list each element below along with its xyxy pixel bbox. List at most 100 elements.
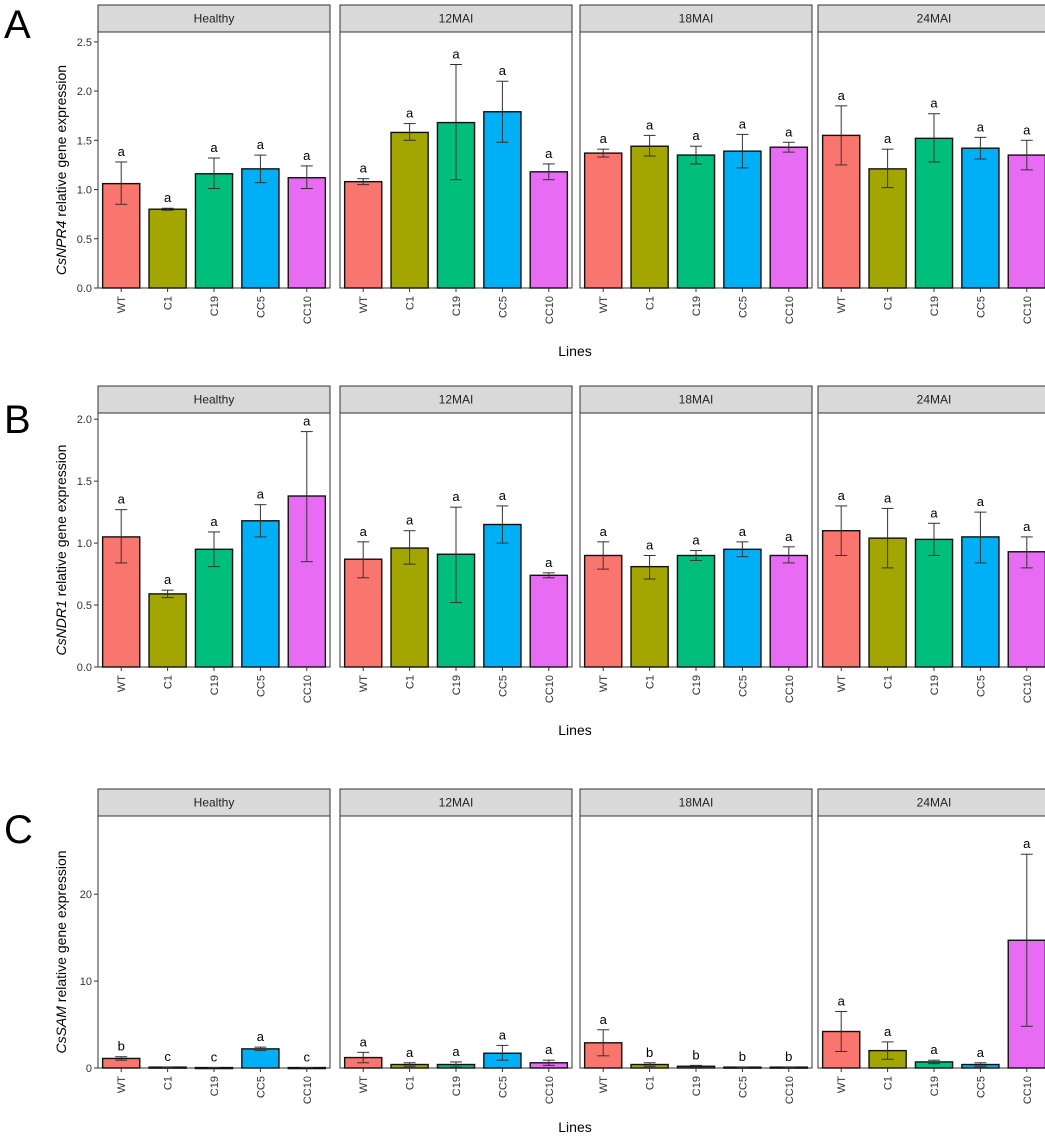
sig-label-WT: a bbox=[838, 488, 846, 503]
chart-panel-B: B 0.0 0.5 1.0 1.5 2.0 CsNDR1 relative gene exp… bbox=[4, 385, 1045, 738]
facet-strip-label: Healthy bbox=[194, 796, 235, 810]
bar-WT bbox=[583, 554, 623, 668]
sig-label-WT: b bbox=[118, 1039, 125, 1054]
y-axis-title-rest: relative gene expression bbox=[53, 65, 69, 221]
bar-WT bbox=[343, 180, 383, 289]
facet-strip-label: 12MAI bbox=[439, 12, 474, 26]
x-tick-label-C19: C19 bbox=[209, 675, 221, 695]
facet-strip bbox=[579, 788, 813, 817]
x-tick-label-C19: C19 bbox=[691, 296, 703, 316]
y-tick-label: 1.0 bbox=[77, 538, 92, 550]
x-tick-label-CC5: CC5 bbox=[255, 675, 267, 697]
x-tick-label-WT: WT bbox=[358, 1076, 370, 1093]
y-axis-title-gene: CsSAM bbox=[53, 1006, 69, 1054]
bar-C1 bbox=[390, 131, 429, 289]
sig-label-WT: a bbox=[600, 1012, 608, 1027]
facet-strip bbox=[579, 4, 813, 33]
facet-strip-label: 24MAI bbox=[917, 796, 952, 810]
chart-panel-C: C 0 10 20 CsSAM relative gene expression Line… bbox=[4, 788, 1045, 1135]
panel-label-C: C bbox=[4, 808, 33, 852]
y-axis-title-gene: CsNDR1 bbox=[53, 600, 69, 655]
y-axis-title-gene: CsNPR4 bbox=[53, 220, 69, 275]
x-tick-label-CC5: CC5 bbox=[737, 675, 749, 697]
sig-label-CC5: a bbox=[257, 1029, 265, 1044]
sig-label-CC5: a bbox=[499, 1027, 507, 1042]
x-tick-label-WT: WT bbox=[116, 296, 128, 313]
sig-label-CC10: a bbox=[545, 1042, 553, 1057]
bar-C1 bbox=[390, 547, 429, 668]
x-tick-label-C1: C1 bbox=[163, 675, 175, 689]
sig-label-C19: a bbox=[452, 1044, 460, 1059]
bar-CC10 bbox=[769, 146, 809, 289]
x-tick-label-C19: C19 bbox=[929, 675, 941, 695]
facet-12MAI: 12MAI a WT a C1 a C19 a CC5 a CC10 bbox=[339, 788, 573, 1104]
x-tick-label-CC5: CC5 bbox=[737, 296, 749, 318]
sig-label-WT: a bbox=[360, 1034, 368, 1049]
sig-label-CC5: a bbox=[499, 488, 507, 503]
x-tick-label-C1: C1 bbox=[405, 296, 417, 310]
bar-CC10 bbox=[529, 574, 569, 668]
x-tick-label-C19: C19 bbox=[451, 675, 463, 695]
facet-plot-area bbox=[579, 815, 813, 1069]
sig-label-C1: a bbox=[164, 572, 172, 587]
sig-label-CC10: a bbox=[545, 555, 553, 570]
sig-label-CC5: a bbox=[977, 1045, 985, 1060]
sig-label-CC10: b bbox=[785, 1049, 792, 1064]
facet-plot-area bbox=[339, 815, 573, 1069]
facet-strip bbox=[339, 788, 573, 817]
y-tick-label: 1.5 bbox=[77, 135, 92, 147]
x-tick-label-CC5: CC5 bbox=[737, 1076, 749, 1098]
facet-strip-label: 18MAI bbox=[679, 12, 714, 26]
sig-label-C1: a bbox=[164, 190, 172, 205]
sig-label-C1: c bbox=[164, 1049, 171, 1064]
sig-label-CC10: a bbox=[303, 414, 311, 429]
sig-label-C19: a bbox=[692, 128, 700, 143]
sig-label-CC10: c bbox=[304, 1050, 311, 1065]
facet-strip bbox=[97, 385, 331, 414]
bar-CC5 bbox=[241, 1048, 280, 1069]
sig-label-C19: a bbox=[930, 505, 938, 520]
x-tick-label-WT: WT bbox=[116, 675, 128, 692]
x-tick-label-C1: C1 bbox=[883, 296, 895, 310]
y-tick-label: 2.0 bbox=[77, 86, 92, 98]
bar-CC10 bbox=[287, 177, 327, 289]
y-axis-title-rest: relative gene expression bbox=[53, 445, 69, 601]
x-tick-label-CC10: CC10 bbox=[302, 675, 314, 703]
sig-label-CC5: b bbox=[739, 1049, 746, 1064]
facet-strip-label: Healthy bbox=[194, 12, 235, 26]
bar-CC5 bbox=[241, 168, 280, 289]
sig-label-C19: b bbox=[692, 1047, 699, 1062]
sig-label-C1: a bbox=[406, 106, 414, 121]
x-tick-label-C19: C19 bbox=[209, 296, 221, 316]
bar-C1 bbox=[630, 145, 669, 289]
sig-label-C19: a bbox=[930, 96, 938, 111]
x-tick-label-C1: C1 bbox=[163, 296, 175, 310]
x-tick-label-C19: C19 bbox=[691, 675, 703, 695]
chart-panel-A: A 0.0 0.5 1.0 1.5 2.0 2.5 CsNPR4 relative gene … bbox=[4, 3, 1045, 359]
facet-plot-area bbox=[97, 815, 331, 1069]
x-tick-label-C19: C19 bbox=[929, 296, 941, 316]
bar-C19 bbox=[194, 548, 234, 668]
facet-strip bbox=[817, 788, 1045, 817]
bar-C1 bbox=[148, 208, 187, 289]
bar-CC5 bbox=[241, 520, 280, 668]
sig-label-C1: a bbox=[884, 490, 892, 505]
facet-strip-label: Healthy bbox=[194, 393, 235, 407]
bar-CC10 bbox=[529, 171, 569, 289]
x-tick-label-C1: C1 bbox=[645, 296, 657, 310]
sig-label-C19: a bbox=[210, 140, 218, 155]
sig-label-WT: a bbox=[360, 524, 368, 539]
facet-24MAI: 24MAI a WT a C1 a C19 a CC5 a CC10 bbox=[817, 788, 1045, 1104]
x-tick-label-C1: C1 bbox=[645, 1076, 657, 1090]
x-tick-label-C1: C1 bbox=[645, 675, 657, 689]
sig-label-CC10: a bbox=[1023, 122, 1031, 137]
y-tick-label: 0 bbox=[86, 1063, 92, 1075]
bar-C19 bbox=[194, 173, 234, 289]
x-tick-label-WT: WT bbox=[598, 296, 610, 313]
y-axis-title-rest: relative gene expression bbox=[53, 850, 69, 1006]
x-tick-label-CC5: CC5 bbox=[497, 296, 509, 318]
panel-label-B: B bbox=[4, 398, 31, 442]
sig-label-C19: c bbox=[211, 1050, 218, 1065]
x-tick-label-CC10: CC10 bbox=[1022, 675, 1034, 703]
facet-24MAI: 24MAI a WT a C1 a C19 a CC5 a CC10 bbox=[817, 385, 1045, 703]
